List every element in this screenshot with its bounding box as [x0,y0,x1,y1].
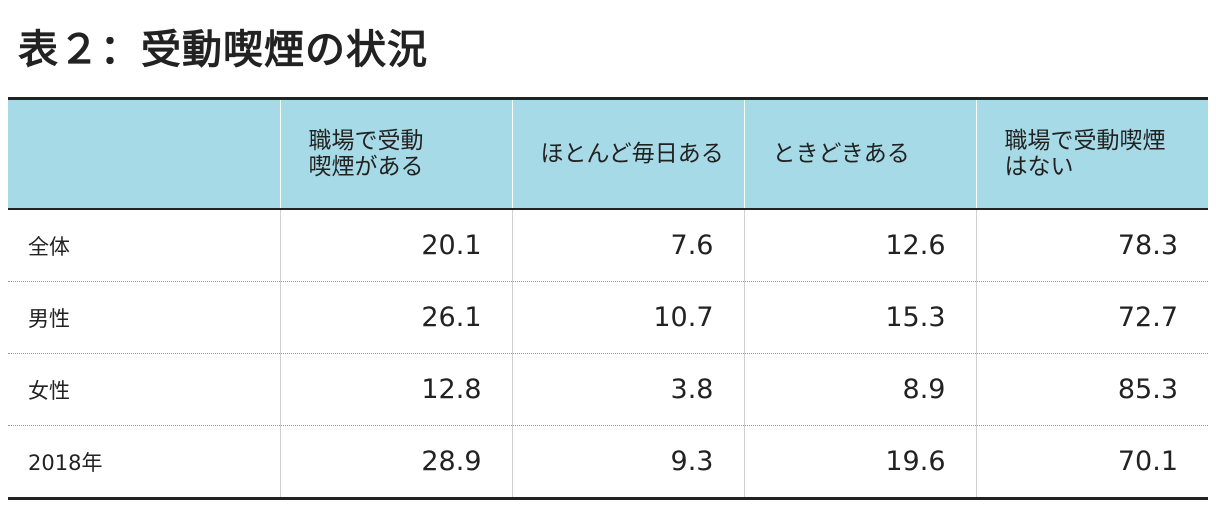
row-label: 女性 [8,353,280,426]
table-cell: 12.8 [279,353,512,426]
table-cell: 72.7 [975,281,1208,354]
table-row: 全体 20.1 7.6 12.6 78.3 [8,209,1208,282]
table-cell: 70.1 [975,425,1208,500]
page-title: 表２：受動喫煙の状況 [18,27,428,73]
table-cell: 20.1 [279,209,512,282]
table-cell: 12.6 [743,209,976,282]
table-cell: 26.1 [279,281,512,354]
table-cell: 15.3 [743,281,976,354]
row-label: 全体 [8,209,280,282]
table-cell: 85.3 [975,353,1208,426]
table-cell: 19.6 [743,425,976,500]
header-cell-sometimes: ときどきある [743,97,976,210]
table-row: 男性 26.1 10.7 15.3 72.7 [8,281,1208,354]
header-row: 職場で受動 喫煙がある ほとんど毎日ある ときどきある 職場で受動喫煙 はない [8,97,1208,210]
table-cell: 28.9 [279,425,512,500]
table-cell: 7.6 [511,209,744,282]
row-label: 男性 [8,281,280,354]
table-cell: 78.3 [975,209,1208,282]
row-label: 2018年 [8,425,280,500]
header-cell-exposed: 職場で受動 喫煙がある [279,97,512,210]
table-cell: 10.7 [511,281,744,354]
table-row: 2018年 28.9 9.3 19.6 70.1 [8,425,1208,500]
header-cell-not-exposed: 職場で受動喫煙 はない [975,97,1208,210]
table-cell: 9.3 [511,425,744,500]
table-row: 女性 12.8 3.8 8.9 85.3 [8,353,1208,426]
header-cell-row-label [8,97,280,210]
header-cell-almost-daily: ほとんど毎日ある [511,97,744,210]
table-cell: 3.8 [511,353,744,426]
table-cell: 8.9 [743,353,976,426]
smoking-status-table: 職場で受動 喫煙がある ほとんど毎日ある ときどきある 職場で受動喫煙 はない … [8,97,1208,500]
